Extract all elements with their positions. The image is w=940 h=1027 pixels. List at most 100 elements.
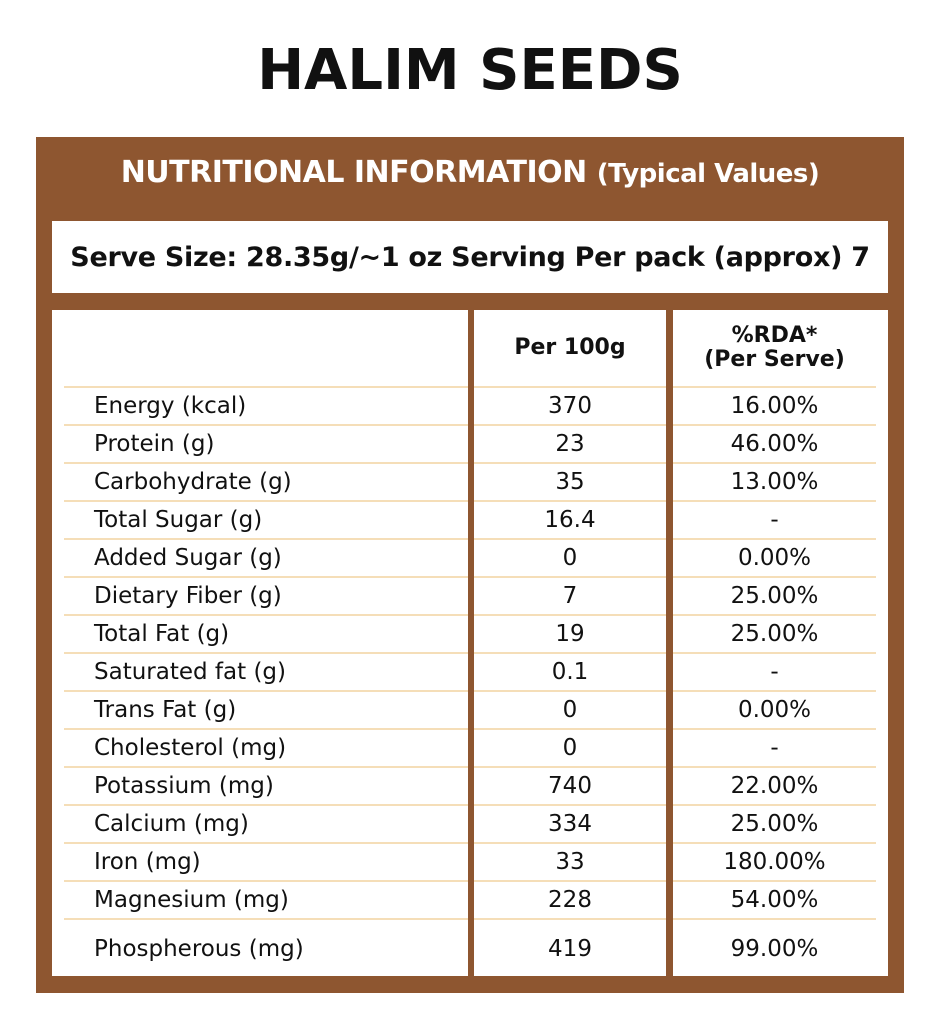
nutrition-heading: NUTRITIONAL INFORMATION (Typical Values) [36,155,904,190]
nutrient-name: Potassium (mg) [94,773,274,799]
nutrition-heading-sub: (Typical Values) [596,159,820,189]
nutrient-column: Energy (kcal) Protein (g) Carbohydrate (g)… [52,310,468,976]
nutrition-table: Energy (kcal) Protein (g) Carbohydrate (g)… [52,310,888,976]
table-row: Protein (g) [64,424,468,462]
table-row: 19 [474,614,666,652]
nutrient-name: Total Sugar (g) [94,507,263,533]
table-row: 54.00% [673,880,876,918]
rda-value: 13.00% [730,469,819,495]
rda-rows: 16.00% 46.00% 13.00% - 0.00% 25.00% 25.00% - 0.0… [673,386,888,978]
per100g-value: 740 [548,773,592,799]
table-row: Saturated fat (g) [64,652,468,690]
nutrient-name: Saturated fat (g) [94,659,286,685]
table-row: 0.00% [673,690,876,728]
table-row: 419 [474,918,666,978]
nutrient-name: Added Sugar (g) [94,545,282,571]
rda-header-line2: (Per Serve) [704,347,845,372]
table-row: - [673,728,876,766]
rda-header-line1: %RDA* [731,323,818,348]
rda-value: - [770,507,779,533]
rda-value: 0.00% [737,697,812,723]
table-row: Energy (kcal) [64,386,468,424]
table-row: 99.00% [673,918,876,978]
per100g-value: 23 [555,431,585,457]
per100g-value: 33 [555,849,585,875]
table-row: 13.00% [673,462,876,500]
rda-value: - [770,735,779,761]
rda-value: 25.00% [730,811,819,837]
nutrient-name: Magnesium (mg) [94,887,289,913]
rda-header: %RDA* (Per Serve) [673,310,876,386]
nutrient-name: Protein (g) [94,431,215,457]
per100g-column: Per 100g 370 23 35 16.4 0 7 19 0.1 0 0 740 334 33 228… [474,310,666,976]
table-row: Added Sugar (g) [64,538,468,576]
table-row: 16.4 [474,500,666,538]
rda-value: 22.00% [730,773,819,799]
table-row: 334 [474,804,666,842]
table-row: Iron (mg) [64,842,468,880]
per100g-value: 0 [562,735,578,761]
table-row: Total Fat (g) [64,614,468,652]
per100g-value: 0 [562,697,578,723]
per100g-value: 0.1 [551,659,589,685]
table-row: 7 [474,576,666,614]
rda-value: - [770,659,779,685]
nutrient-name: Total Fat (g) [94,621,230,647]
table-row: Phospherous (mg) [64,918,468,978]
nutrition-panel: NUTRITIONAL INFORMATION (Typical Values)… [36,137,904,993]
rda-value: 99.00% [730,936,819,962]
per100g-value: 228 [548,887,592,913]
rda-value: 46.00% [730,431,819,457]
per100g-value: 370 [548,393,592,419]
table-row: 228 [474,880,666,918]
nutrient-name: Calcium (mg) [94,811,249,837]
table-row: 22.00% [673,766,876,804]
per100g-value: 19 [555,621,585,647]
table-row: 35 [474,462,666,500]
table-row: 180.00% [673,842,876,880]
table-row: Total Sugar (g) [64,500,468,538]
table-row: 23 [474,424,666,462]
table-row: 46.00% [673,424,876,462]
table-row: 370 [474,386,666,424]
table-row: 0 [474,728,666,766]
serve-size-text: Serve Size: 28.35g/~1 oz Serving Per pac… [70,241,870,273]
nutrient-name: Cholesterol (mg) [94,735,287,761]
rda-value: 16.00% [730,393,819,419]
table-row: 25.00% [673,576,876,614]
per100g-value: 0 [562,545,578,571]
table-row: 0 [474,690,666,728]
nutrient-rows: Energy (kcal) Protein (g) Carbohydrate (g)… [52,386,468,978]
table-row: 0.00% [673,538,876,576]
table-row: - [673,500,876,538]
nutrition-heading-main: NUTRITIONAL INFORMATION [120,155,588,190]
table-row: Calcium (mg) [64,804,468,842]
nutrient-name: Carbohydrate (g) [94,469,292,495]
table-row: Cholesterol (mg) [64,728,468,766]
per100g-value: 7 [562,583,578,609]
per100g-value: 16.4 [544,507,596,533]
per100g-header: Per 100g [514,335,626,360]
per100g-rows: 370 23 35 16.4 0 7 19 0.1 0 0 740 334 33 228 419 [474,386,666,978]
table-row: - [673,652,876,690]
nutrient-name: Iron (mg) [94,849,201,875]
table-row: Trans Fat (g) [64,690,468,728]
rda-value: 25.00% [730,583,819,609]
rda-value: 180.00% [723,849,826,875]
per100g-value: 334 [548,811,592,837]
rda-value: 54.00% [730,887,819,913]
serve-size-box: Serve Size: 28.35g/~1 oz Serving Per pac… [52,221,888,293]
table-row: 0 [474,538,666,576]
table-row: 0.1 [474,652,666,690]
table-row: Magnesium (mg) [64,880,468,918]
table-row: Dietary Fiber (g) [64,576,468,614]
page-title: HALIM SEEDS [257,38,683,103]
per100g-value: 35 [555,469,585,495]
table-row: 25.00% [673,614,876,652]
table-row: Carbohydrate (g) [64,462,468,500]
rda-value: 25.00% [730,621,819,647]
per100g-value: 419 [548,936,592,962]
nutrient-header [52,310,468,386]
table-row: 33 [474,842,666,880]
table-row: 740 [474,766,666,804]
